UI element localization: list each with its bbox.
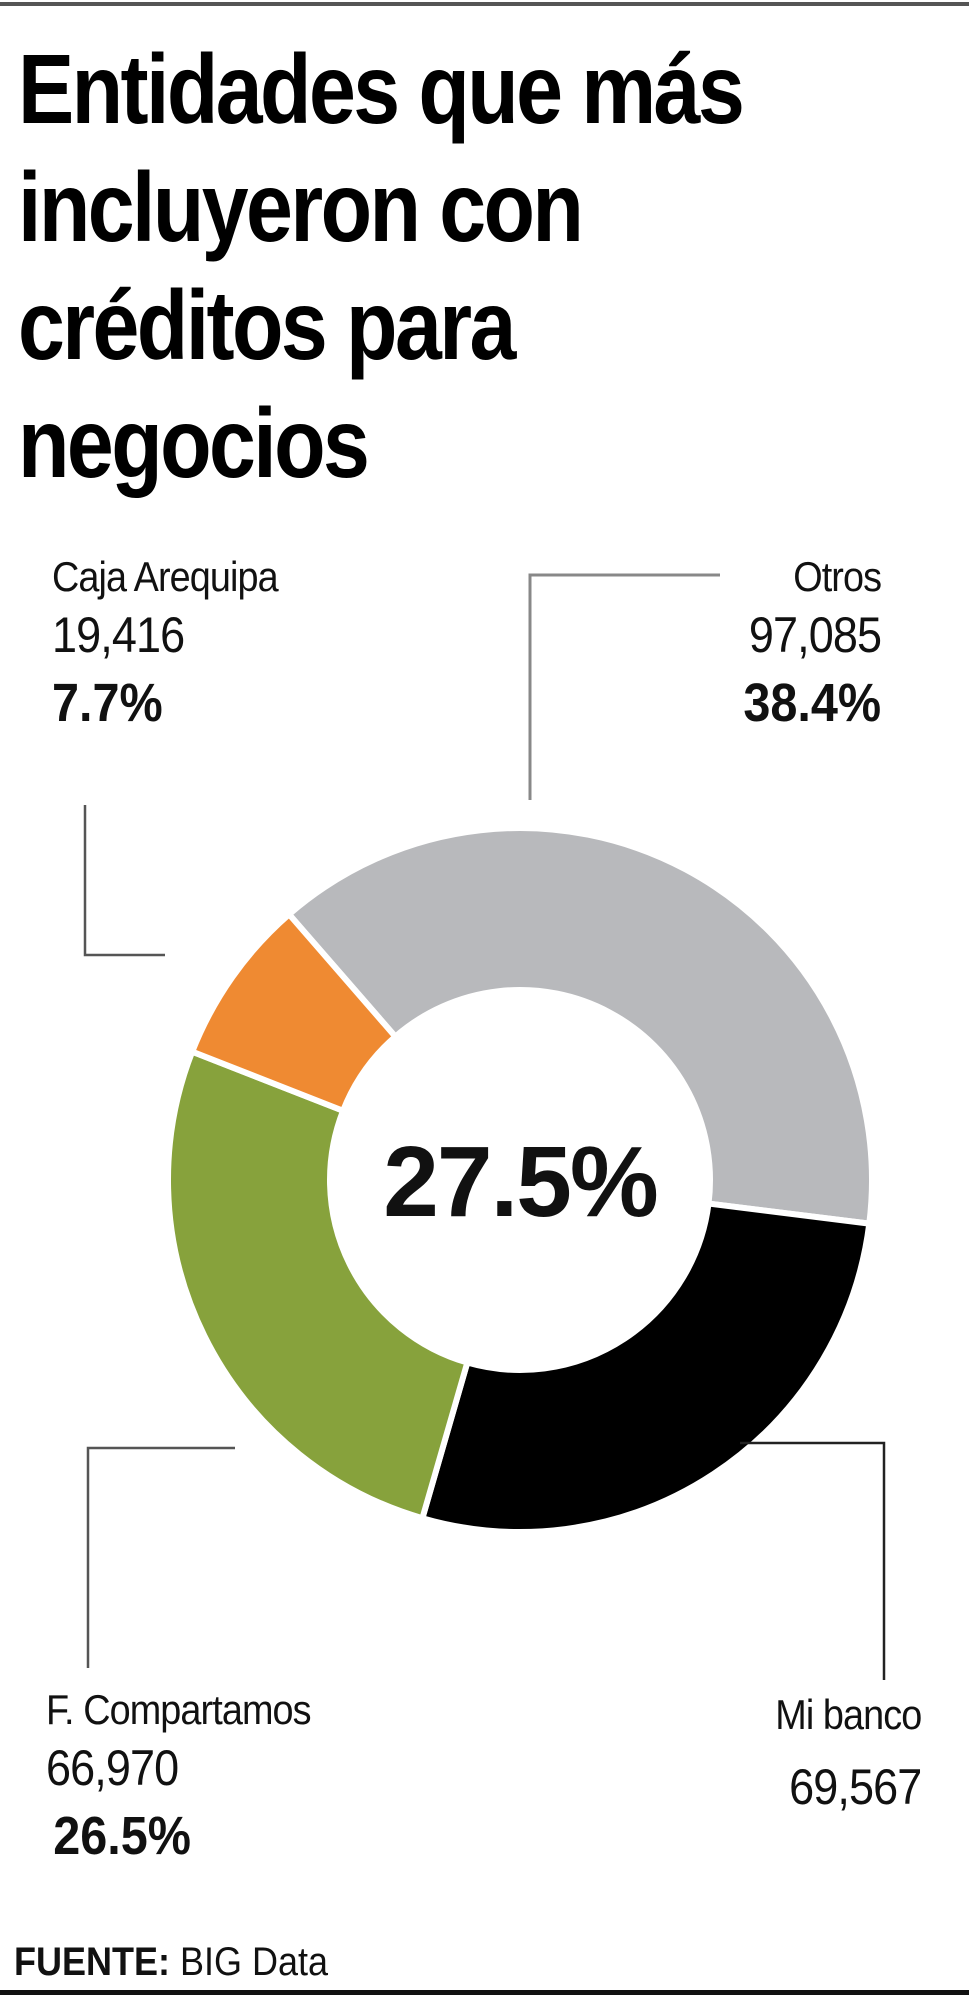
- leader-line-caja-arequipa: [83, 805, 165, 957]
- leader-line-compartamos: [86, 1446, 235, 1668]
- label-value: 19,416: [52, 607, 185, 663]
- label-percentage: 7.7%: [52, 673, 163, 733]
- source-note: FUENTE: BIG Data: [14, 1940, 328, 1985]
- label-percentage: 38.4%: [743, 673, 881, 733]
- source-value: BIG Data: [180, 1940, 329, 1984]
- label-name: F. Compartamos: [46, 1686, 312, 1733]
- slice-otros: [284, 825, 875, 1227]
- label-otros: Otros 97,085 38.4%: [743, 552, 882, 738]
- title-line-4: negocios: [18, 388, 370, 498]
- label-mibanco: Mi banco 69,567: [774, 1690, 922, 1820]
- label-name: Caja Arequipa: [52, 553, 279, 600]
- slice-f-compartamos: [165, 1047, 472, 1522]
- title-line-3: créditos para: [18, 270, 516, 380]
- slice-mi-banco: [418, 1200, 873, 1535]
- label-compartamos: F. Compartamos 66,970 26.5%: [46, 1685, 312, 1871]
- leader-line-mibanco: [740, 1441, 886, 1680]
- leader-line-otros: [528, 573, 720, 800]
- label-name: Mi banco: [774, 1691, 922, 1738]
- title-line-1: Entidades que más: [18, 34, 745, 144]
- donut-slices: [165, 825, 875, 1535]
- label-value: 69,567: [788, 1759, 922, 1815]
- label-percentage: 26.5%: [53, 1806, 192, 1866]
- center-percentage: 27.5%: [383, 1126, 659, 1238]
- source-label: FUENTE:: [14, 1940, 170, 1984]
- label-name: Otros: [793, 553, 882, 600]
- label-caja-arequipa: Caja Arequipa 19,416 7.7%: [52, 552, 279, 738]
- label-value: 97,085: [748, 607, 882, 663]
- chart-title: Entidades que más incluyeron con crédito…: [18, 30, 826, 502]
- title-line-2: incluyeron con: [18, 152, 584, 262]
- bottom-rule: [0, 1990, 969, 1995]
- label-value: 66,970: [46, 1740, 179, 1796]
- slice-caja-arequipa: [188, 910, 400, 1115]
- top-rule: [0, 2, 969, 6]
